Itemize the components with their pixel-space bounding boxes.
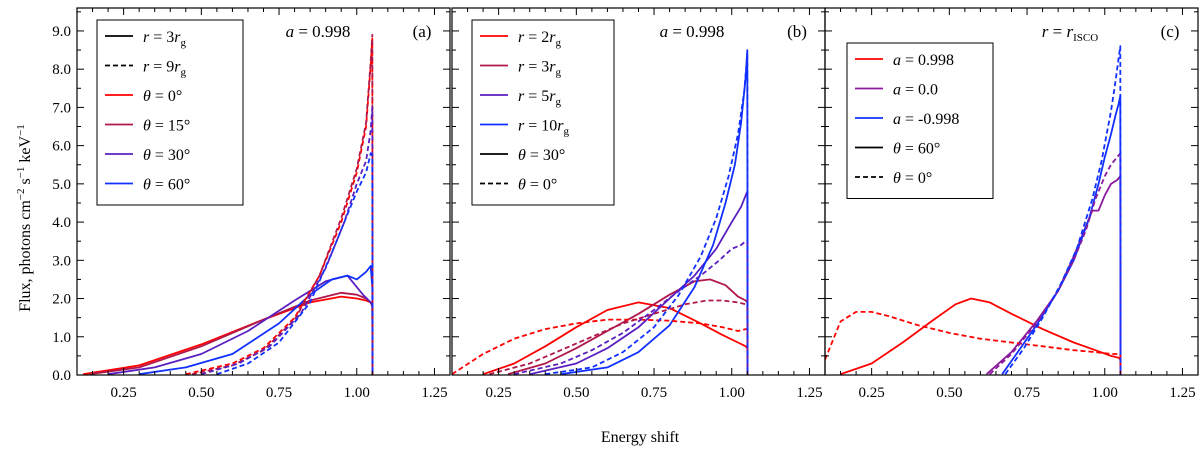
x-tick-label: 1.25 xyxy=(421,385,447,401)
series-line-3 xyxy=(1001,95,1122,375)
series-group xyxy=(452,49,749,375)
legend-entry: r = 10rg xyxy=(518,118,570,138)
panel-label: (a) xyxy=(413,22,432,41)
legend-entry: θ = 15° xyxy=(143,118,190,135)
series-line-5 xyxy=(989,152,1122,375)
series-line-2 xyxy=(986,175,1122,375)
legend-entry: θ = 0° xyxy=(893,170,932,187)
series-line-2 xyxy=(507,278,749,375)
x-tick-label: 0.75 xyxy=(641,385,667,401)
y-tick-label: 5.0 xyxy=(52,177,71,193)
legend-entry: r = 5rg xyxy=(518,88,562,108)
y-tick-label: 8.0 xyxy=(52,62,71,78)
x-tick-label: 0.25 xyxy=(859,385,885,401)
x-tick-label: 0.75 xyxy=(266,385,292,401)
x-tick-label: 1.00 xyxy=(1092,385,1118,401)
legend-entry: θ = 60° xyxy=(143,177,190,194)
legend-entry: r = 3rg xyxy=(143,29,187,49)
series-line-4 xyxy=(139,265,374,375)
x-tick-label: 1.25 xyxy=(1169,385,1195,401)
series-line-4 xyxy=(825,310,1122,375)
series-line-6 xyxy=(1004,45,1122,375)
x-tick-label: 1.25 xyxy=(796,385,822,401)
legend-entry: θ = 30° xyxy=(143,147,190,164)
x-tick-label: 0.75 xyxy=(1014,385,1040,401)
series-line-6 xyxy=(191,33,374,375)
y-tick-label: 4.0 xyxy=(52,215,71,231)
legend-entry: θ = 0° xyxy=(143,88,182,105)
panel-annotation: a = 0.998 xyxy=(660,22,725,41)
series-line-8 xyxy=(216,152,374,375)
panel-label: (c) xyxy=(1161,22,1180,41)
x-tick-label: 1.00 xyxy=(344,385,370,401)
legend-box xyxy=(96,19,244,206)
series-line-3 xyxy=(107,274,374,375)
x-tick-label: 0.25 xyxy=(111,385,137,401)
legend-box xyxy=(471,19,615,206)
y-tick-label: 3.0 xyxy=(52,253,71,269)
panel-annotation: r = rISCO xyxy=(1042,22,1098,44)
y-tick-label: 0.0 xyxy=(52,368,71,384)
legend: r = 3rg r = 9rg θ = 0° θ = 15° θ = 30° θ = 60… xyxy=(96,19,244,206)
panels: 0.25 0.50 0.75 1.00 1.25 0.0 1.0 2.0 3.0 4.0 5.0 6.… xyxy=(52,7,1199,401)
series-line-7 xyxy=(513,240,749,375)
y-tick-label: 2.0 xyxy=(52,292,71,308)
legend-entry: r = 2rg xyxy=(518,29,562,49)
y-tick-label: 1.0 xyxy=(52,330,71,346)
x-tick-label: 0.50 xyxy=(936,385,962,401)
panel-label: (b) xyxy=(787,22,807,41)
series-line-3 xyxy=(529,190,749,375)
x-tick-label: 0.50 xyxy=(188,385,214,401)
legend-entry: θ = 30° xyxy=(518,147,565,164)
y-tick-label: 6.0 xyxy=(52,139,71,155)
legend-box xyxy=(846,42,994,199)
series-line-6 xyxy=(489,299,749,375)
y-tick-label: 7.0 xyxy=(52,100,71,116)
legend-entry: θ = 0° xyxy=(518,177,557,194)
series-line-1 xyxy=(840,297,1122,375)
legend: r = 2rg r = 3rg r = 5rg r = 10rg θ = 30° θ = … xyxy=(471,19,615,206)
y-tick-label: 9.0 xyxy=(52,24,71,40)
legend-entry: a = -0.998 xyxy=(893,111,959,128)
x-tick-label: 0.25 xyxy=(486,385,512,401)
legend-entry: a = 0.998 xyxy=(893,52,954,69)
panel-c: 0.25 0.50 0.75 1.00 1.25 (c) r = rISCO a = 0.99… xyxy=(824,7,1199,401)
series-line-5 xyxy=(452,318,749,375)
x-axis-title: Energy shift xyxy=(601,429,680,446)
panel-a: 0.25 0.50 0.75 1.00 1.25 0.0 1.0 2.0 3.0 4.0 5.0 6.… xyxy=(52,7,451,401)
x-tick-label: 1.00 xyxy=(719,385,745,401)
series-line-8 xyxy=(545,53,749,375)
legend: a = 0.998 a = 0.0 a = -0.998 θ = 60° θ = 0° xyxy=(846,42,994,199)
legend-entry: a = 0.0 xyxy=(893,82,938,99)
y-axis-title: Flux, photons cm−2 s−1 keV−1 xyxy=(15,124,34,312)
series-group xyxy=(825,45,1122,375)
legend-entry: r = 9rg xyxy=(143,59,187,79)
legend-entry: θ = 60° xyxy=(893,141,940,158)
x-tick-label: 0.50 xyxy=(563,385,589,401)
panel-annotation: a = 0.998 xyxy=(286,22,351,41)
legend-entry: r = 3rg xyxy=(518,59,562,79)
series-group xyxy=(83,33,374,375)
series-line-2 xyxy=(89,291,374,375)
